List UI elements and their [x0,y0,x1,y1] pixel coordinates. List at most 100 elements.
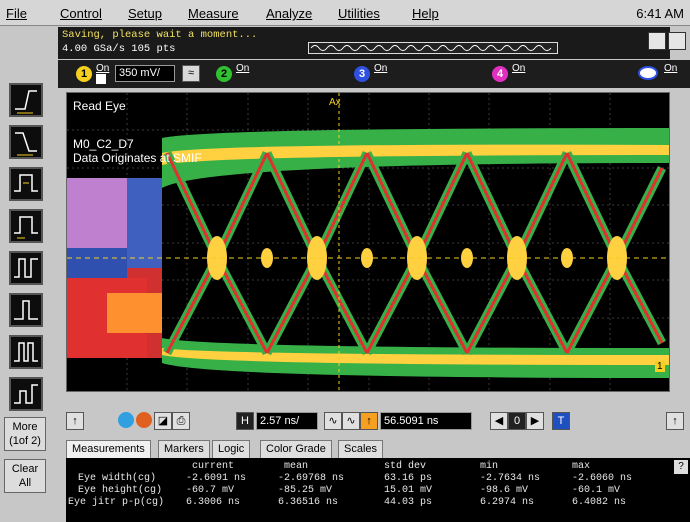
channel-2-on[interactable]: On [236,63,250,74]
cell-min: -2.7634 ns [480,473,541,484]
timebase-fine-icon[interactable]: ∿ [324,412,342,430]
help-button[interactable]: ? [674,460,688,474]
cell-std-dev: 15.01 mV [384,485,433,496]
menu-setup[interactable]: Setup [128,6,162,21]
left-toolbar: More (1of 2) Clear All [0,27,58,522]
measure-tabs: Measurements Markers Logic Color Grade S… [66,440,690,458]
channel-1-icon[interactable]: 1 [76,66,92,82]
edge-trigger-rise-button[interactable] [9,83,43,117]
delay-icon: ↑ [360,412,378,430]
menu-help[interactable]: Help [412,6,439,21]
display-mode-icon[interactable] [648,32,666,50]
cell-current: -2.6091 ns [186,473,247,484]
more-label: More [12,421,38,433]
display-line-1: M0_C2_D7 [73,137,134,151]
cell-mean: -85.25 mV [278,485,333,496]
step-button[interactable] [9,293,43,327]
channel-1-settings-button[interactable]: ≈ [182,65,200,82]
nav-left-icon[interactable]: ◀ [490,412,508,430]
pattern-icon [14,342,38,362]
eye-icon[interactable] [638,66,658,80]
timebase-scale-input[interactable]: 2.57 ns/ [256,412,318,430]
sample-rate: 4.00 GSa/s 105 pts [62,43,176,55]
print-icon[interactable]: ⎙ [172,412,190,430]
menu-file[interactable]: File [6,6,27,21]
delay-input[interactable]: 56.5091 ns [380,412,472,430]
row-name[interactable]: Eye width(cg) [78,473,157,484]
tab-measurements[interactable]: Measurements [66,440,151,458]
more-page: (1of 2) [9,435,41,447]
channel-1-checkbox[interactable] [96,74,106,84]
channel-4-on[interactable]: On [512,63,526,74]
pattern-button[interactable] [9,335,43,369]
channel-1-scale[interactable]: 350 mV/ [115,65,175,82]
nav-right-icon[interactable]: ▶ [526,412,544,430]
menu-utilities[interactable]: Utilities [338,6,380,21]
clear-all-button[interactable]: Clear All [4,459,46,493]
timebase-row: ↑ ◪ ⎙ H 2.57 ns/ ∿ ∿ ↑ 56.5091 ns ◀ 0 ▶ … [58,406,690,436]
menu-measure[interactable]: Measure [188,6,239,21]
cell-min: 6.2974 ns [480,497,535,508]
more-button[interactable]: More (1of 2) [4,417,46,451]
pulse-width-button[interactable] [9,167,43,201]
cell-max: -2.6060 ns [572,473,633,484]
row-name[interactable]: Eye height(cg) [78,485,163,496]
pulse-measure-icon [14,216,38,239]
header-std-dev: std dev [384,461,427,472]
cell-std-dev: 63.16 ps [384,473,433,484]
tab-color-grade[interactable]: Color Grade [260,440,332,458]
display-title: Read Eye [73,99,126,113]
status-message: Saving, please wait a moment... [62,29,258,41]
channel-1-on[interactable]: On [96,63,110,74]
single-icon[interactable]: ◪ [154,412,172,430]
cell-max: -60.1 mV [572,485,621,496]
channel-2-icon[interactable]: 2 [216,66,232,82]
cell-current: 6.3006 ns [186,497,241,508]
header-current: current [192,461,235,472]
scroll-up-icon[interactable]: ↑ [66,412,84,430]
horizontal-label: H [236,412,254,430]
cell-mean: -2.69768 ns [278,473,345,484]
timeout-icon [14,384,38,404]
run-icon[interactable] [118,412,134,428]
cell-max: 6.4082 ns [572,497,627,508]
cell-mean: 6.36516 ns [278,497,339,508]
clear-label: Clear [11,463,39,475]
pulse-icon [14,174,38,192]
stop-icon[interactable] [136,412,152,428]
menu-analyze[interactable]: Analyze [266,6,313,21]
channel-row: 1 On 350 mV/ ≈ 2 On 3 On 4 On On [58,60,690,88]
edge-trigger-fall-button[interactable] [9,125,43,159]
waveform-display[interactable]: Read Eye M0_C2_D7 Data Originates at SMI… [66,92,670,392]
pointer-mode-icon[interactable] [668,32,686,50]
trigger-label[interactable]: T [552,412,570,430]
channel-3-on[interactable]: On [374,63,388,74]
channel-1-marker: 1 [655,361,665,372]
channel-3-icon[interactable]: 3 [354,66,370,82]
all-label: All [18,477,32,489]
menu-control[interactable]: Control [60,6,102,21]
edge-to-edge-button[interactable] [9,251,43,285]
row-name[interactable]: Eye jitr p-p(cg) [68,497,165,508]
measurements-table: current mean std dev min max Eye width(c… [66,458,690,522]
timebase-coarse-icon[interactable]: ∿ [342,412,360,430]
tab-scales[interactable]: Scales [338,440,384,458]
scroll-up-right-icon[interactable]: ↑ [666,412,684,430]
edge-to-edge-icon [14,258,38,278]
right-strip [672,92,690,392]
timeout-button[interactable] [9,377,43,411]
channel-4-icon[interactable]: 4 [492,66,508,82]
display-line-2: Data Originates at SMIF [73,151,202,165]
header-min: min [480,461,499,472]
tab-markers[interactable]: Markers [158,440,210,458]
cell-std-dev: 44.03 ps [384,497,433,508]
clock: 6:41 AM [636,6,684,21]
tab-logic[interactable]: Logic [212,440,251,458]
progress-bar [308,42,558,54]
marker-ax-label: Ax [329,97,341,108]
eye-on[interactable]: On [664,63,678,74]
step-icon [14,300,38,320]
pulse-width-2-button[interactable] [9,209,43,243]
nav-zero[interactable]: 0 [508,412,526,430]
menu-bar: File Control Setup Measure Analyze Utili… [0,0,690,26]
